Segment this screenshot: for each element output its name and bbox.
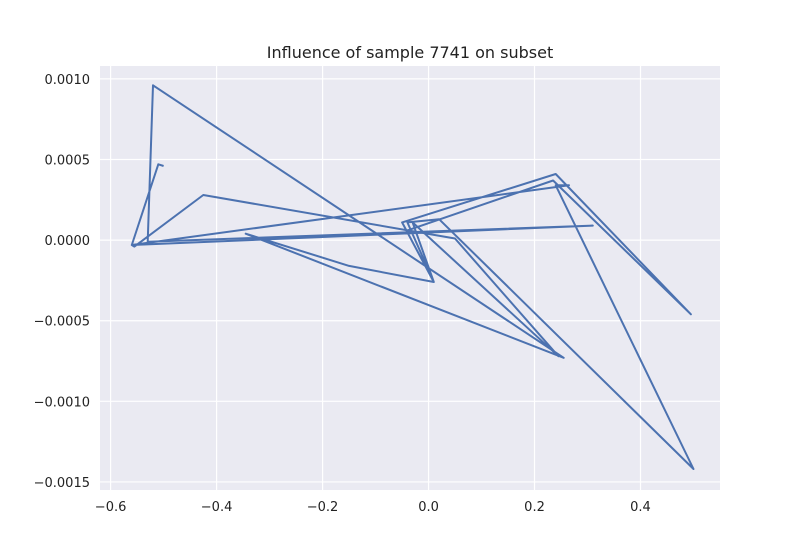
- y-tick-label: −0.0010: [34, 395, 90, 410]
- y-tick-label: −0.0005: [34, 315, 90, 330]
- y-axis-ticks: 0.0010 0.0005 0.0000 −0.0005 −0.0010 −0.0015: [34, 73, 90, 491]
- x-tick-label: 0.4: [630, 500, 651, 515]
- y-tick-label: 0.0000: [45, 234, 91, 249]
- x-tick-label: 0.0: [418, 500, 439, 515]
- x-tick-label: 0.2: [524, 500, 545, 515]
- y-tick-label: 0.0010: [45, 73, 91, 88]
- series-line: [130, 84, 695, 470]
- chart-title: Influence of sample 7741 on subset: [267, 43, 553, 62]
- y-tick-label: −0.0015: [34, 476, 90, 491]
- x-tick-label: −0.4: [201, 500, 233, 515]
- x-tick-label: −0.2: [307, 500, 339, 515]
- x-axis-ticks: −0.6 −0.4 −0.2 0.0 0.2 0.4: [95, 500, 651, 515]
- y-tick-label: 0.0005: [45, 154, 91, 169]
- x-tick-label: −0.6: [95, 500, 127, 515]
- series-group: [130, 84, 695, 470]
